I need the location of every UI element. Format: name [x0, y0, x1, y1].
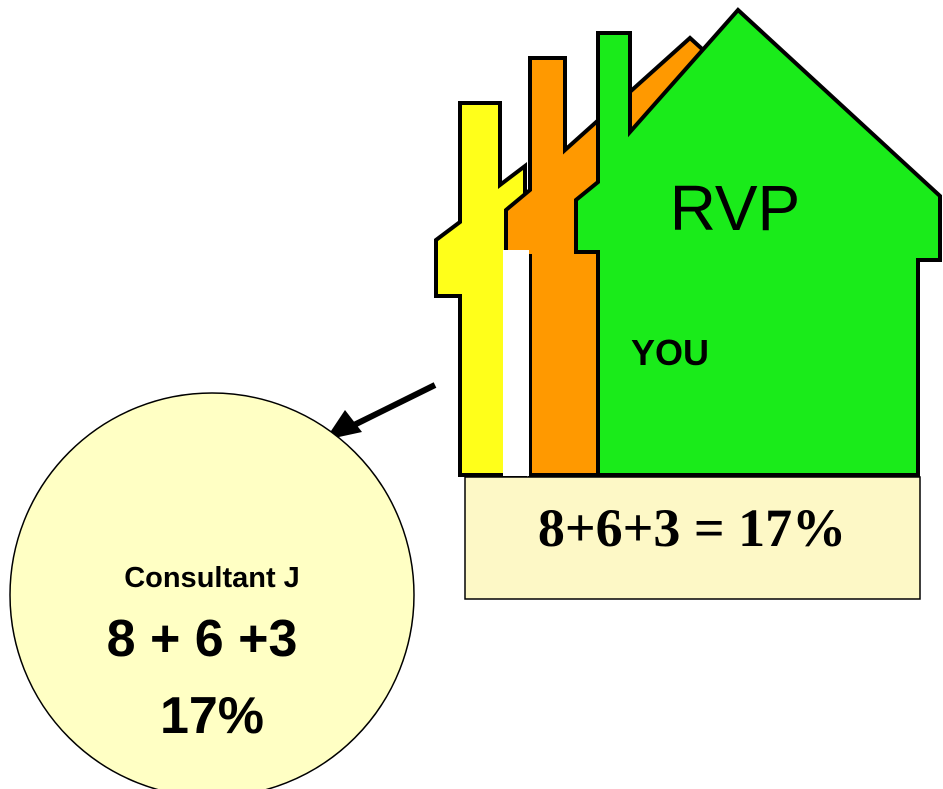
- arrow-line: [350, 385, 435, 427]
- circle-total: 17%: [160, 687, 264, 745]
- circle-title: Consultant J: [124, 562, 300, 594]
- circle-formula: 8 + 6 +3: [107, 610, 298, 668]
- diagram: RVP YOU 8+6+3 = 17% Consultant J 8 + 6 +…: [0, 0, 943, 789]
- house-label: RVP: [670, 172, 800, 244]
- box-text: 8+6+3 = 17%: [538, 498, 846, 558]
- white-gap: [503, 250, 529, 476]
- house-sublabel: YOU: [631, 332, 709, 373]
